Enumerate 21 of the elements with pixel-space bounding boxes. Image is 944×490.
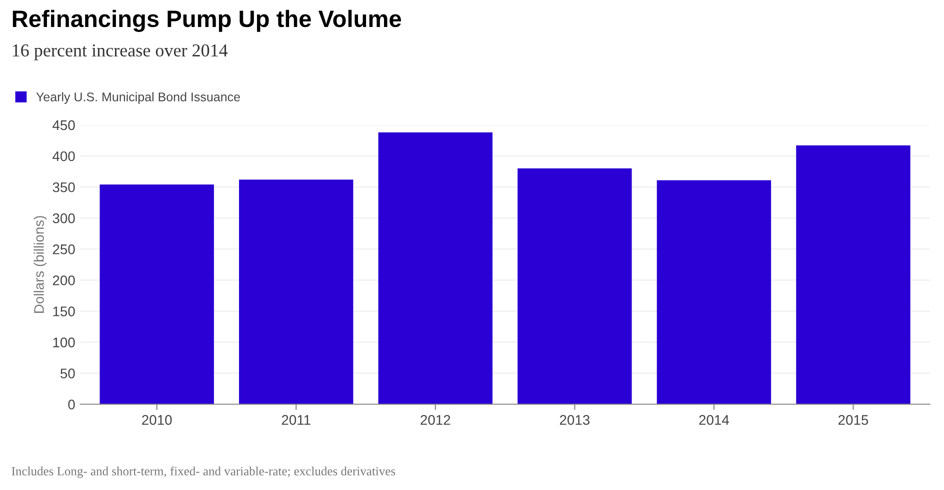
x-tick-label: 2014 bbox=[699, 415, 729, 425]
x-tick-label: 2011 bbox=[282, 415, 310, 425]
x-tick-label: 2012 bbox=[420, 415, 450, 425]
y-tick-label: 50 bbox=[60, 368, 75, 378]
y-tick-label: 150 bbox=[53, 306, 75, 316]
y-tick-label: 200 bbox=[52, 275, 75, 286]
y-tick-label: 250 bbox=[52, 244, 75, 254]
x-tick-label: 2013 bbox=[560, 415, 590, 425]
y-tick-label: 450 bbox=[52, 120, 75, 130]
y-tick-label: 300 bbox=[52, 213, 75, 224]
y-tick-label: 350 bbox=[52, 182, 75, 192]
legend-label: Yearly U.S. Municipal Bond Issuance bbox=[36, 92, 240, 104]
y-tick-label: 400 bbox=[52, 151, 75, 162]
x-tick-label: 2015 bbox=[838, 415, 868, 425]
text: Includes Long- and short-term, fixed- and variable-rate; excludes derivatives bbox=[12, 466, 396, 478]
y-tick-label: 100 bbox=[53, 338, 75, 348]
y-tick-label: 0 bbox=[68, 400, 75, 410]
y-axis-title: Dollars (billions) bbox=[34, 216, 47, 313]
chart-title: Refinancings Pump Up the Volume bbox=[12, 10, 402, 32]
x-tick-label: 2010 bbox=[142, 415, 172, 425]
chart-subtitle: 16 percent increase over 2014 bbox=[12, 44, 228, 60]
